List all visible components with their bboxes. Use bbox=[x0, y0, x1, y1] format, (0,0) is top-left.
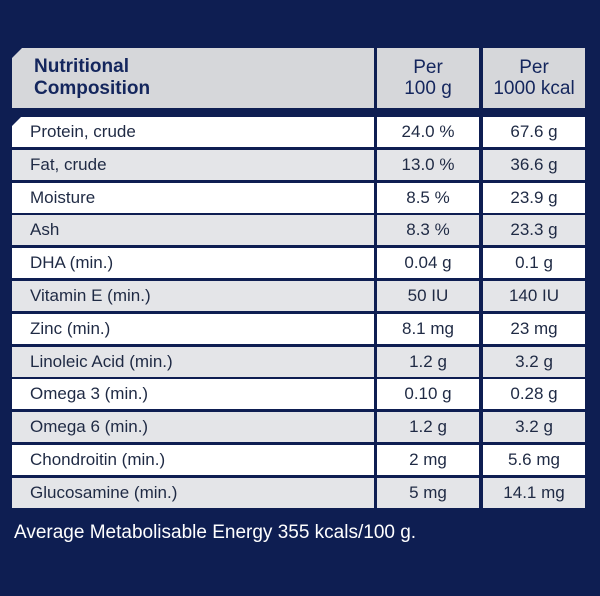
nutrient-name: Linoleic Acid (min.) bbox=[12, 346, 374, 377]
value-per-100g: 0.04 g bbox=[377, 248, 479, 279]
value-per-100g: 24.0 % bbox=[377, 117, 479, 147]
value-per-1000kcal: 0.1 g bbox=[483, 248, 585, 279]
table-row: Omega 3 (min.) 0.10 g 0.28 g bbox=[12, 379, 585, 410]
nutrient-name: Omega 3 (min.) bbox=[12, 379, 374, 410]
nutrient-name: Omega 6 (min.) bbox=[12, 412, 374, 443]
nutrient-name: Chondroitin (min.) bbox=[12, 445, 374, 475]
table-row: Zinc (min.) 8.1 mg 23 mg bbox=[12, 313, 585, 344]
header-nutritional-composition: Nutritional Composition bbox=[12, 48, 374, 108]
nutrient-name: Protein, crude bbox=[12, 117, 374, 147]
value-per-1000kcal: 36.6 g bbox=[483, 149, 585, 180]
table-row: Ash 8.3 % 23.3 g bbox=[12, 215, 585, 246]
corner-notch bbox=[12, 48, 22, 58]
value-per-100g: 8.3 % bbox=[377, 215, 479, 246]
table-row: Linoleic Acid (min.) 1.2 g 3.2 g bbox=[12, 346, 585, 377]
value-per-1000kcal: 23.3 g bbox=[483, 215, 585, 246]
table-row: Omega 6 (min.) 1.2 g 3.2 g bbox=[12, 412, 585, 443]
header-per-100g-line2: 100 g bbox=[404, 78, 452, 99]
value-per-100g: 0.10 g bbox=[377, 379, 479, 410]
value-per-100g: 8.5 % bbox=[377, 182, 479, 213]
value-per-100g: 1.2 g bbox=[377, 346, 479, 377]
nutrient-name: Vitamin E (min.) bbox=[12, 281, 374, 311]
value-per-1000kcal: 3.2 g bbox=[483, 412, 585, 443]
header-per-100g: Per 100 g bbox=[377, 48, 479, 108]
value-per-1000kcal: 0.28 g bbox=[483, 379, 585, 410]
value-per-1000kcal: 23 mg bbox=[483, 313, 585, 344]
table-row: Protein, crude 24.0 % 67.6 g bbox=[12, 117, 585, 147]
value-per-1000kcal: 14.1 mg bbox=[483, 477, 585, 508]
value-per-1000kcal: 140 IU bbox=[483, 281, 585, 311]
table-row: Vitamin E (min.) 50 IU 140 IU bbox=[12, 281, 585, 311]
table-row: Chondroitin (min.) 2 mg 5.6 mg bbox=[12, 445, 585, 475]
energy-footnote: Average Metabolisable Energy 355 kcals/1… bbox=[14, 522, 417, 543]
table-row: Moisture 8.5 % 23.9 g bbox=[12, 182, 585, 213]
nutrient-name: Ash bbox=[12, 215, 374, 246]
table-row: Fat, crude 13.0 % 36.6 g bbox=[12, 149, 585, 180]
value-per-100g: 5 mg bbox=[377, 477, 479, 508]
nutrient-name: Glucosamine (min.) bbox=[12, 477, 374, 508]
table-row: Glucosamine (min.) 5 mg 14.1 mg bbox=[12, 477, 585, 508]
value-per-100g: 2 mg bbox=[377, 445, 479, 475]
header-per-100g-line1: Per bbox=[413, 57, 443, 78]
value-per-100g: 1.2 g bbox=[377, 412, 479, 443]
header-per-1000kcal-line1: Per bbox=[519, 57, 549, 78]
nutrient-name: DHA (min.) bbox=[12, 248, 374, 279]
header-label-2: Composition bbox=[34, 78, 151, 99]
value-per-100g: 50 IU bbox=[377, 281, 479, 311]
header-per-1000kcal-line2: 1000 kcal bbox=[493, 78, 575, 99]
value-per-100g: 8.1 mg bbox=[377, 313, 479, 344]
value-per-100g: 13.0 % bbox=[377, 149, 479, 180]
nutrient-name: Fat, crude bbox=[12, 149, 374, 180]
table-row: DHA (min.) 0.04 g 0.1 g bbox=[12, 248, 585, 279]
value-per-1000kcal: 5.6 mg bbox=[483, 445, 585, 475]
nutrient-name: Moisture bbox=[12, 182, 374, 213]
header-label-1: Nutritional bbox=[34, 56, 129, 77]
value-per-1000kcal: 67.6 g bbox=[483, 117, 585, 147]
value-per-1000kcal: 23.9 g bbox=[483, 182, 585, 213]
header-per-1000kcal: Per 1000 kcal bbox=[483, 48, 585, 108]
body-corner-notch bbox=[12, 116, 22, 126]
value-per-1000kcal: 3.2 g bbox=[483, 346, 585, 377]
nutrient-name: Zinc (min.) bbox=[12, 313, 374, 344]
